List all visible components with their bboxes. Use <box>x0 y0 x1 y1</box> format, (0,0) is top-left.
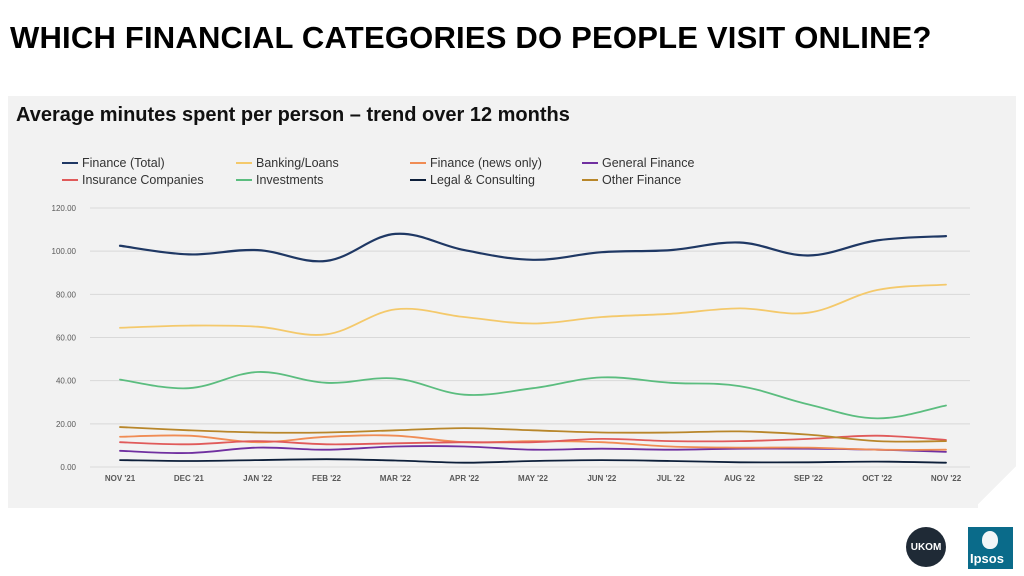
legend-swatch <box>410 179 426 181</box>
chart-panel: Average minutes spent per person – trend… <box>8 96 1016 508</box>
series-line-investments <box>119 371 947 420</box>
x-tick-label: MAY '22 <box>518 474 548 483</box>
series-line-insurance-companies <box>119 434 947 446</box>
legend-swatch <box>236 162 252 164</box>
ipsos-logo-mark <box>982 531 998 549</box>
series-line-general-finance <box>119 445 947 454</box>
legend-label: Other Finance <box>602 173 682 187</box>
x-tick-label: JUL '22 <box>657 474 686 483</box>
y-tick-label: 80.00 <box>56 290 77 299</box>
ukom-logo: UKOM <box>906 527 946 567</box>
legend-label: Finance (news only) <box>430 156 542 170</box>
page-corner-fold <box>978 462 1016 508</box>
y-tick-label: 40.00 <box>56 377 77 386</box>
x-tick-label: NOV '22 <box>931 474 962 483</box>
legend-swatch <box>582 179 598 181</box>
x-tick-label: MAR '22 <box>380 474 412 483</box>
chart-title: Average minutes spent per person – trend… <box>16 104 570 126</box>
legend-swatch <box>62 179 78 181</box>
legend-swatch <box>582 162 598 164</box>
legend-item: Investments <box>236 173 323 187</box>
ipsos-logo-text: Ipsos <box>970 551 1004 566</box>
series-line-other-finance <box>119 426 947 443</box>
legend-item: General Finance <box>582 156 694 170</box>
legend-item: Insurance Companies <box>62 173 204 187</box>
legend-label: Finance (Total) <box>82 156 165 170</box>
y-tick-label: 100.00 <box>52 247 77 256</box>
legend-label: Banking/Loans <box>256 156 339 170</box>
x-tick-label: AUG '22 <box>724 474 755 483</box>
legend-swatch <box>62 162 78 164</box>
x-tick-label: SEP '22 <box>794 474 823 483</box>
y-tick-label: 20.00 <box>56 420 77 429</box>
x-tick-label: OCT '22 <box>862 474 892 483</box>
ipsos-logo: Ipsos <box>968 527 1013 569</box>
legend-item: Finance (news only) <box>410 156 542 170</box>
legend-item: Banking/Loans <box>236 156 339 170</box>
legend-label: Legal & Consulting <box>430 173 535 187</box>
x-tick-label: JUN '22 <box>587 474 617 483</box>
y-tick-label: 60.00 <box>56 334 77 343</box>
series-line-banking-loans <box>119 283 947 336</box>
page-title: WHICH FINANCIAL CATEGORIES DO PEOPLE VIS… <box>10 20 932 55</box>
line-chart: 0.00 20.00 40.00 60.00 80.00 100.00 120.00 NOV … <box>52 204 970 483</box>
legend-swatch <box>236 179 252 181</box>
legend-item: Finance (Total) <box>62 156 165 170</box>
series-line-finance-total <box>118 232 948 263</box>
series-line-finance-news-only <box>119 434 947 451</box>
y-tick-label: 120.00 <box>52 204 77 213</box>
legend-item: Legal & Consulting <box>410 173 535 187</box>
legend-label: General Finance <box>602 156 695 170</box>
x-tick-label: DEC '21 <box>174 474 204 483</box>
series-line-legal-consulting <box>119 458 947 464</box>
x-tick-label: JAN '22 <box>243 474 273 483</box>
legend-label: Investments <box>256 173 324 187</box>
legend-swatch <box>410 162 426 164</box>
x-tick-label: NOV '21 <box>105 474 136 483</box>
x-tick-label: APR '22 <box>449 474 479 483</box>
y-tick-label: 0.00 <box>60 463 76 472</box>
legend-label: Insurance Companies <box>82 173 204 187</box>
legend-item: Other Finance <box>582 173 681 187</box>
x-tick-label: FEB '22 <box>312 474 342 483</box>
